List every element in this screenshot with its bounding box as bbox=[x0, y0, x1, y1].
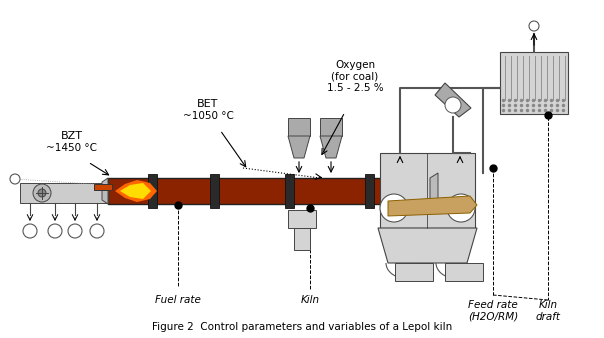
Polygon shape bbox=[102, 178, 108, 204]
Text: Oxygen
(for coal)
1.5 - 2.5 %: Oxygen (for coal) 1.5 - 2.5 % bbox=[327, 60, 384, 93]
Text: Kiln
draft: Kiln draft bbox=[536, 300, 561, 321]
Bar bbox=[148, 174, 157, 208]
Circle shape bbox=[38, 189, 46, 197]
Bar bbox=[294, 228, 310, 250]
Bar bbox=[210, 174, 219, 208]
Polygon shape bbox=[378, 228, 477, 263]
Text: BZT: BZT bbox=[61, 131, 83, 141]
Text: Fuel rate: Fuel rate bbox=[155, 295, 201, 305]
Polygon shape bbox=[320, 136, 342, 158]
Polygon shape bbox=[288, 136, 310, 158]
Circle shape bbox=[33, 184, 51, 202]
Text: ~1050 °C: ~1050 °C bbox=[182, 111, 233, 121]
Bar bbox=[395, 263, 433, 281]
Bar bbox=[94, 184, 112, 190]
Bar bbox=[288, 210, 316, 228]
Circle shape bbox=[68, 224, 82, 238]
Circle shape bbox=[23, 224, 37, 238]
Polygon shape bbox=[435, 83, 471, 117]
Bar bbox=[445, 263, 483, 281]
Polygon shape bbox=[115, 180, 157, 202]
Text: BET: BET bbox=[198, 99, 219, 109]
Circle shape bbox=[447, 194, 475, 222]
Bar bbox=[380, 153, 475, 228]
Text: ~1450 °C: ~1450 °C bbox=[47, 143, 97, 153]
Polygon shape bbox=[430, 173, 438, 209]
Bar bbox=[365, 174, 374, 208]
Circle shape bbox=[380, 194, 408, 222]
Bar bbox=[320, 118, 342, 136]
Circle shape bbox=[529, 21, 539, 31]
Polygon shape bbox=[120, 183, 151, 199]
Bar bbox=[108, 178, 430, 204]
Bar bbox=[285, 174, 294, 208]
Circle shape bbox=[10, 174, 20, 184]
Text: Figure 2  Control parameters and variables of a Lepol kiln: Figure 2 Control parameters and variable… bbox=[152, 322, 452, 332]
Bar bbox=[288, 118, 310, 136]
Circle shape bbox=[90, 224, 104, 238]
Bar bbox=[20, 183, 108, 203]
Text: Feed rate
(H2O/RM): Feed rate (H2O/RM) bbox=[468, 300, 518, 321]
Circle shape bbox=[445, 97, 461, 113]
Text: Kiln: Kiln bbox=[300, 295, 320, 305]
Bar bbox=[500, 52, 568, 114]
Polygon shape bbox=[388, 196, 477, 216]
Circle shape bbox=[48, 224, 62, 238]
